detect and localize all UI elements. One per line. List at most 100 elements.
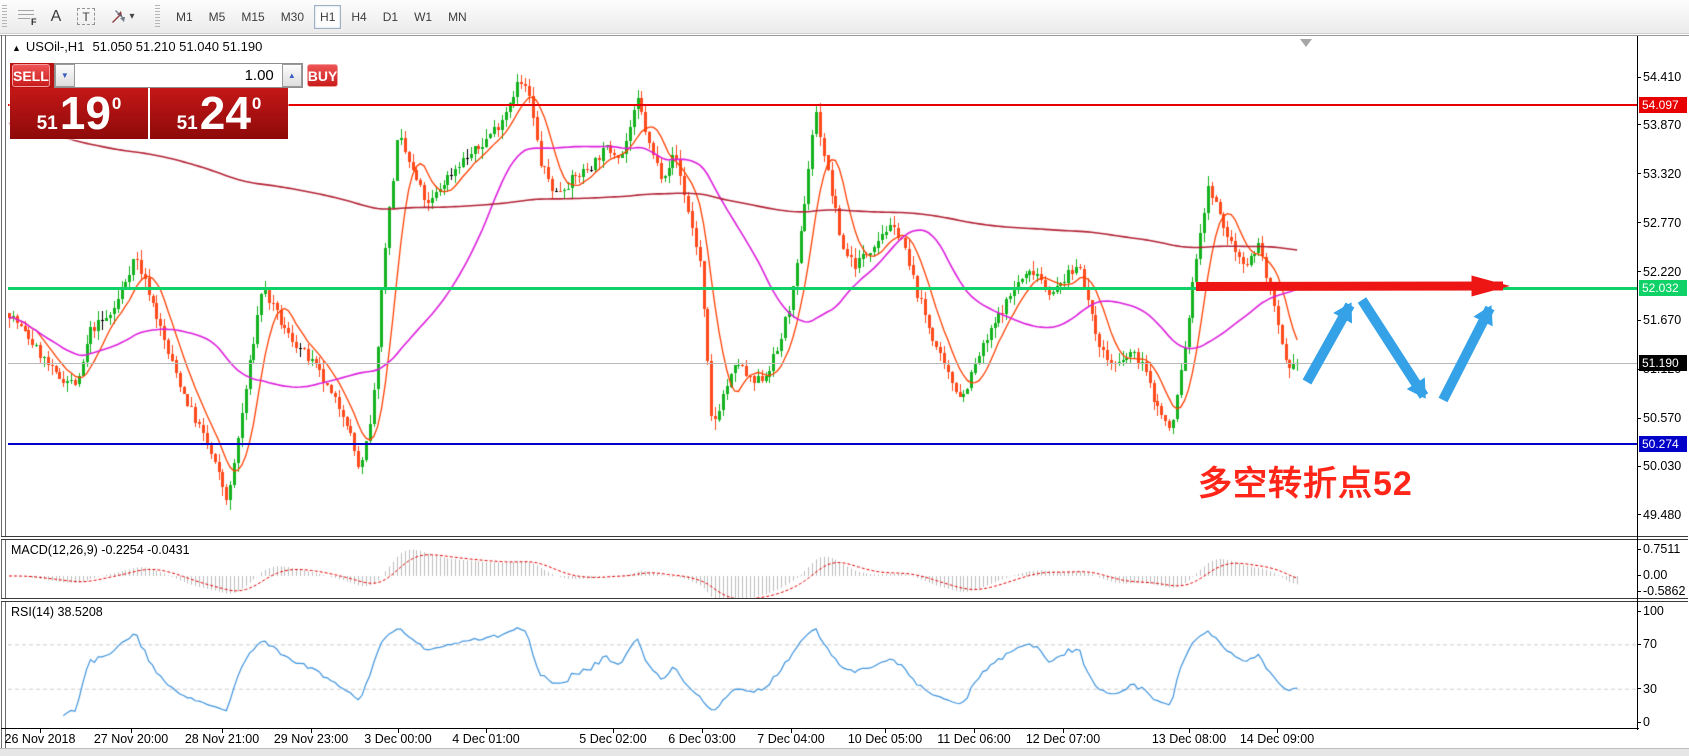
price-axis-tick: 54.410 [1643,70,1682,84]
price-tick-mark [1637,319,1641,321]
price-tick-mark [1637,222,1641,224]
text-label-icon: T [77,8,95,25]
timeframe-m1-button[interactable]: M1 [170,5,199,29]
time-tick-mark [40,729,41,733]
macd-axis-tick: -0.5862 [1643,584,1686,598]
fibonacci-f-glyph: F [30,17,37,27]
price-axis-tick: 50.030 [1643,459,1682,474]
buy-price-big: 24 [199,87,251,139]
time-axis-tick: 10 Dec 05:00 [847,732,923,746]
price-divider [148,88,150,139]
price-tick-mark [1637,124,1641,126]
price-axis-tick: 50.570 [1643,411,1682,426]
rsi-tick-mark [1637,721,1641,723]
price-tick-mark [1637,173,1641,175]
sell-button[interactable]: SELL [12,64,50,87]
time-axis-tick: 4 Dec 01:00 [452,732,520,746]
rsi-indicator-canvas[interactable] [8,602,1637,728]
volume-decrease-button[interactable]: ▼ [54,64,75,87]
time-axis-tick: 27 Nov 20:00 [93,732,169,746]
time-axis-tick: 13 Dec 08:00 [1151,732,1227,746]
rsi-axis-tick: 0 [1643,715,1650,729]
price-axis-tick: 53.320 [1643,166,1682,181]
chart-title: ▲ USOil-,H1 51.050 51.210 51.040 51.190 [12,39,262,54]
buy-price-display: 51 24 0 [150,88,288,139]
rsi-axis-tick: 70 [1643,637,1657,652]
timeframe-h1-button[interactable]: H1 [314,4,342,29]
price-axis-tick: 49.480 [1643,507,1682,522]
price-axis-tick: 52.220 [1643,264,1682,279]
sell-price-display: 51 19 0 [10,88,148,139]
volume-spinner: ▼ ▲ [53,63,303,88]
macd-indicator-canvas[interactable] [8,540,1637,598]
dropdown-caret-icon: ▾ [129,11,135,22]
time-axis-tick: 11 Dec 06:00 [937,732,1011,746]
time-tick-mark [702,729,703,733]
chart-shift-marker-icon[interactable] [1300,39,1312,47]
time-axis-tick: 5 Dec 02:00 [579,732,647,746]
macd-label: MACD(12,26,9) -0.2254 -0.0431 [11,543,190,557]
time-tick-mark [1189,729,1190,733]
chart-window-left-border [1,35,2,756]
buy-price-sup: 0 [251,94,262,113]
macd-rsi-separator[interactable] [1,598,1688,602]
time-tick-mark [613,729,614,733]
pivot-price-badge: 52.032 [1639,280,1687,297]
timeframe-w1-button[interactable]: W1 [408,5,438,29]
bid-price-line [8,363,1637,365]
turning-point-annotation[interactable]: 多空转折点52 [1198,465,1413,503]
time-tick-mark [486,729,487,733]
price-tick-mark [1637,417,1641,419]
time-tick-mark [885,729,886,733]
volume-increase-button[interactable]: ▲ [281,64,302,87]
text-label-tool-button[interactable]: T [71,4,101,30]
macd-axis-tick: 0.7511 [1643,542,1681,556]
up-arrow-icon: ▲ [287,70,296,80]
macd-tick-mark [1637,590,1641,592]
toolbar-grip[interactable] [155,4,160,29]
fibonacci-grid-icon [17,10,34,22]
current-price-badge: 51.190 [1639,355,1687,372]
arrows-tool-button[interactable]: ▾ [101,4,143,30]
timeframe-m15-button[interactable]: M15 [235,5,270,29]
resistance-line[interactable] [8,103,1637,106]
collapse-triangle-icon: ▲ [12,43,21,53]
support-line[interactable] [8,443,1637,446]
macd-tick-mark [1637,574,1641,576]
time-axis-tick: 29 Nov 23:00 [273,732,349,746]
down-arrow-icon: ▼ [60,70,69,80]
volume-input[interactable] [74,64,282,87]
price-axis-tick: 51.670 [1643,313,1682,328]
rsi-axis-tick: 100 [1643,604,1664,618]
toolbar-grip[interactable] [2,4,7,29]
timeframe-h4-button[interactable]: H4 [345,5,372,29]
price-tick-mark [1637,465,1641,467]
price-axis-tick: 52.770 [1643,215,1682,230]
chart-window-left-border-inner [5,35,6,756]
trade-buttons-row: SELL ▼ ▲ BUY [10,63,339,88]
pivot-line[interactable] [8,286,1637,290]
time-axis-tick: 28 Nov 21:00 [184,732,260,746]
buy-price-prefix: 51 [176,113,198,134]
macd-axis-tick: 0.00 [1643,568,1668,582]
buy-button[interactable]: BUY [306,64,339,87]
rsi-tick-mark [1637,610,1641,612]
sell-price-prefix: 51 [36,113,58,134]
timeframe-d1-button[interactable]: D1 [377,5,404,29]
trade-prices-row: 51 19 0 51 24 0 [10,88,288,139]
sell-price-big: 19 [59,87,111,139]
ohlc-values: 51.050 51.210 51.040 51.190 [92,39,263,54]
main-macd-separator[interactable] [1,536,1688,540]
time-axis-tick: 3 Dec 00:00 [364,732,432,746]
fibonacci-tool-button[interactable]: F [11,4,41,30]
price-tick-mark [1637,76,1641,78]
text-tool-button[interactable]: A [41,4,71,30]
macd-tick-mark [1637,548,1641,550]
timeframe-m5-button[interactable]: M5 [203,5,232,29]
price-axis-tick: 53.870 [1643,117,1682,132]
timeframe-m30-button[interactable]: M30 [275,5,310,29]
timeframe-mn-button[interactable]: MN [442,5,473,29]
time-tick-mark [311,729,312,733]
